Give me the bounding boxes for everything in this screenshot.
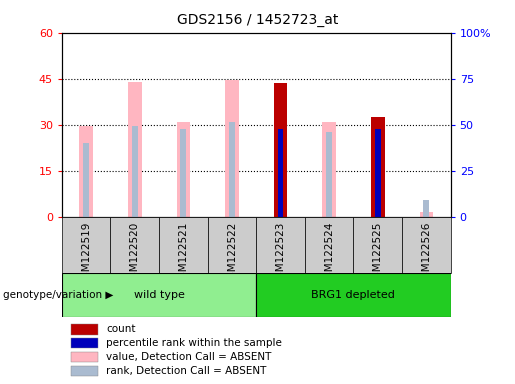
Text: GSM122519: GSM122519 xyxy=(81,222,91,285)
Bar xyxy=(180,129,186,217)
Text: GDS2156 / 1452723_at: GDS2156 / 1452723_at xyxy=(177,13,338,27)
Text: genotype/variation ▶: genotype/variation ▶ xyxy=(3,290,113,300)
Bar xyxy=(132,126,138,217)
Text: GSM122526: GSM122526 xyxy=(421,222,432,285)
Text: GSM122523: GSM122523 xyxy=(276,222,285,285)
Bar xyxy=(273,83,287,217)
Bar xyxy=(326,132,332,217)
Text: GSM122522: GSM122522 xyxy=(227,222,237,285)
Text: wild type: wild type xyxy=(133,290,184,300)
Bar xyxy=(420,212,433,217)
Bar xyxy=(423,200,429,217)
Bar xyxy=(159,217,208,273)
Text: GSM122524: GSM122524 xyxy=(324,222,334,285)
Text: percentile rank within the sample: percentile rank within the sample xyxy=(106,338,282,348)
Bar xyxy=(256,217,305,273)
Text: GSM122525: GSM122525 xyxy=(373,222,383,285)
Bar xyxy=(256,273,451,317)
Bar xyxy=(371,117,385,217)
Bar xyxy=(62,273,256,317)
Bar xyxy=(71,324,98,334)
Text: value, Detection Call = ABSENT: value, Detection Call = ABSENT xyxy=(106,353,271,362)
Bar xyxy=(128,82,142,217)
Bar xyxy=(229,122,235,217)
Bar xyxy=(79,126,93,217)
Bar xyxy=(71,338,98,348)
Bar xyxy=(177,122,190,217)
Bar xyxy=(110,217,159,273)
Bar xyxy=(225,80,239,217)
Bar xyxy=(278,129,283,217)
Bar xyxy=(71,366,98,376)
Text: GSM122520: GSM122520 xyxy=(130,222,140,285)
Bar xyxy=(208,217,256,273)
Bar xyxy=(375,129,381,217)
Bar xyxy=(71,353,98,362)
Bar xyxy=(322,122,336,217)
Bar xyxy=(402,217,451,273)
Bar xyxy=(62,217,110,273)
Text: BRG1 depleted: BRG1 depleted xyxy=(312,290,396,300)
Text: GSM122521: GSM122521 xyxy=(178,222,188,285)
Bar xyxy=(83,143,89,217)
Text: count: count xyxy=(106,324,135,334)
Text: rank, Detection Call = ABSENT: rank, Detection Call = ABSENT xyxy=(106,366,266,376)
Bar xyxy=(305,217,353,273)
Bar xyxy=(353,217,402,273)
